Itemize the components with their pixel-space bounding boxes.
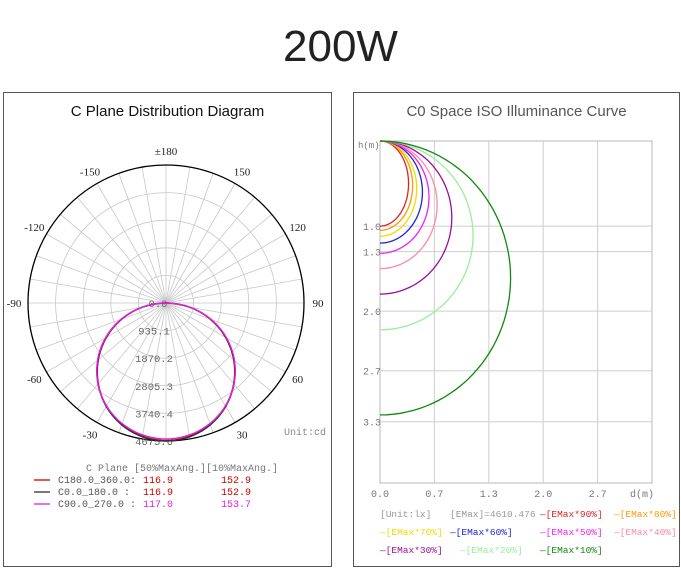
- polar-angle-label: -60: [27, 374, 42, 386]
- iso-x-tick-label: 0.0: [371, 490, 389, 501]
- polar-grid-spoke: [76, 197, 167, 304]
- polar-chart-title: C Plane Distribution Diagram: [70, 103, 265, 120]
- polar-grid-spoke: [96, 183, 167, 304]
- polar-grid-spoke: [165, 173, 214, 304]
- iso-legend-entry: —[EMax*90%]: [539, 509, 603, 520]
- polar-grid-spoke: [30, 278, 167, 304]
- polar-angle-label: 30: [237, 430, 249, 442]
- iso-emax-label: [EMax]=4610.476: [450, 509, 536, 520]
- polar-grid-spoke: [165, 302, 272, 393]
- main-title: 200W: [283, 22, 398, 71]
- polar-grid-spoke: [60, 213, 167, 304]
- polar-grid-spoke: [141, 167, 167, 304]
- iso-legend-entry: —[EMax*40%]: [613, 527, 677, 538]
- polar-radial-tick: 2805.3: [135, 382, 173, 394]
- polar-angle-label: ±180: [155, 146, 178, 158]
- polar-grid-spoke: [46, 233, 167, 304]
- polar-grid-spoke: [165, 278, 302, 304]
- polar-series-curve: [96, 302, 236, 440]
- polar-grid-spoke: [118, 173, 167, 304]
- polar-unit-label: Unit:cd: [284, 427, 326, 439]
- polar-legend-ang10: 152.9: [221, 476, 251, 487]
- polar-grid-spoke: [118, 302, 167, 433]
- polar-legend-ang10: 152.9: [221, 488, 251, 499]
- iso-y-tick-label: 3.3: [363, 419, 381, 430]
- iso-y-tick-label: 2.0: [363, 308, 381, 319]
- polar-grid-spoke: [165, 255, 296, 304]
- iso-curve: [379, 140, 512, 416]
- iso-curve: [379, 140, 453, 295]
- polar-angle-label: -150: [80, 166, 101, 178]
- polar-grid-spoke: [36, 302, 167, 351]
- polar-angle-label: 150: [234, 166, 251, 178]
- iso-legend-entry: —[EMax*80%]: [613, 509, 677, 520]
- polar-angle-label: 60: [292, 374, 304, 386]
- polar-grid-spoke: [60, 302, 167, 393]
- polar-grid-spoke: [165, 302, 256, 409]
- iso-curve: [379, 140, 418, 237]
- iso-curve: [379, 140, 430, 254]
- polar-grid-spoke: [165, 167, 191, 304]
- polar-grid-spoke: [141, 302, 167, 439]
- polar-radial-tick: 935.1: [138, 327, 170, 339]
- iso-plot-frame: [379, 140, 653, 484]
- polar-grid-spoke: [165, 302, 236, 423]
- iso-legend-entry: —[EMax*70%]: [379, 527, 443, 538]
- polar-grid-spoke: [165, 213, 272, 304]
- iso-x-tick-label: 0.7: [425, 490, 443, 501]
- iso-legend-entry: —[EMax*20%]: [459, 545, 523, 556]
- iso-legend-entry: —[EMax*60%]: [449, 527, 513, 538]
- iso-curve: [379, 140, 410, 227]
- polar-legend-name: C0.0_180.0 :: [58, 488, 130, 499]
- polar-angle-label: -30: [83, 430, 98, 442]
- iso-legend-entry: —[EMax*30%]: [379, 545, 443, 556]
- polar-angle-label: -90: [7, 298, 22, 310]
- iso-unit-label: [Unit:lx]: [380, 509, 431, 520]
- polar-legend-ang50: 117.0: [143, 500, 173, 511]
- iso-curve: [379, 140, 474, 331]
- iso-legend-entry: —[EMax*10%]: [539, 545, 603, 556]
- iso-legend-entry: —[EMax*50%]: [539, 527, 603, 538]
- polar-grid-spoke: [165, 302, 191, 439]
- iso-y-tick-label: 1.0: [363, 223, 381, 234]
- iso-chart-panel: C0 Space ISO Illuminance Curve h(m) 1.0 1.…: [353, 92, 680, 567]
- polar-grid-spoke: [76, 302, 167, 409]
- polar-angle-label: 120: [289, 222, 306, 234]
- polar-grid-spoke: [165, 183, 236, 304]
- polar-grid-spoke: [96, 302, 167, 423]
- iso-x-tick-label: 1.3: [480, 490, 498, 501]
- polar-grid-spoke: [36, 255, 167, 304]
- polar-angle-label: -120: [24, 222, 45, 234]
- polar-radial-tick: 3740.4: [135, 409, 173, 421]
- iso-curve: [379, 140, 414, 231]
- polar-chart-panel: C Plane Distribution Diagram ±180 -150 150…: [3, 92, 332, 567]
- polar-legend-name: C180.0_360.0:: [58, 476, 136, 487]
- polar-angle-label: 90: [313, 298, 325, 310]
- polar-legend-ang10: 153.7: [221, 500, 251, 511]
- iso-x-tick-label: 2.7: [589, 490, 607, 501]
- iso-y-axis-label: h(m): [358, 141, 380, 151]
- iso-curve: [379, 140, 424, 244]
- polar-radial-tick: 1870.2: [135, 354, 173, 366]
- iso-y-tick-label: 2.7: [363, 368, 381, 379]
- polar-legend-ang50: 116.9: [143, 488, 173, 499]
- iso-chart: h(m) 1.0 1.3 2.0 2.7 3.3 0.0 0.7 1.3 2.0 2.7 d(m) [U…: [358, 140, 677, 556]
- polar-chart: ±180 -150 150 -120 120 -90 90 -60 60 -30 30 0.0 935.…: [7, 146, 326, 511]
- polar-legend-name: C90.0_270.0 :: [58, 500, 136, 511]
- polar-legend-ang50: 116.9: [143, 476, 173, 487]
- iso-x-tick-label: 2.0: [534, 490, 552, 501]
- iso-chart-title: C0 Space ISO Illuminance Curve: [406, 103, 627, 120]
- polar-grid-spoke: [165, 233, 286, 304]
- iso-y-tick-label: 1.3: [363, 249, 381, 260]
- iso-curve: [379, 140, 438, 270]
- polar-grid-spoke: [165, 302, 296, 351]
- polar-legend-header: C Plane [50%MaxAng.][10%MaxAng.]: [86, 463, 278, 475]
- polar-radial-tick: 0.0: [149, 299, 168, 311]
- polar-grid-spoke: [165, 197, 256, 304]
- iso-x-axis-label: d(m): [630, 489, 654, 501]
- polar-grid-spoke: [165, 302, 214, 433]
